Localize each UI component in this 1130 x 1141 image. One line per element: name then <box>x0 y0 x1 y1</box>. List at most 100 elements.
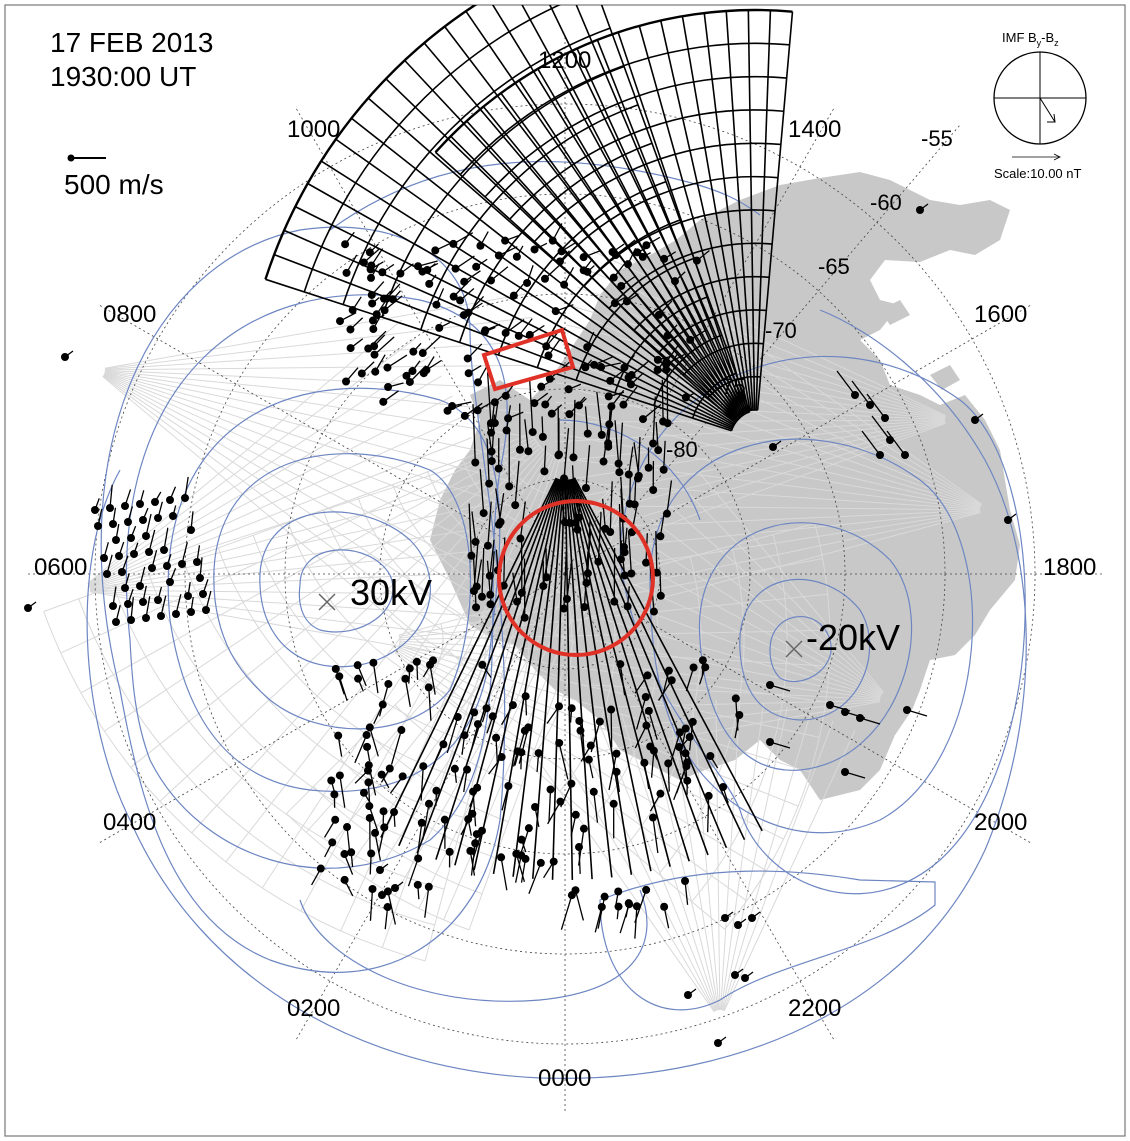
velocity-vector <box>659 440 668 474</box>
velocity-vector <box>494 493 505 529</box>
velocity-vector <box>202 590 212 614</box>
velocity-vector <box>409 342 422 356</box>
gray-fan-beam <box>584 268 946 417</box>
gray-fan-beam <box>104 369 535 390</box>
gray-fan-range-arc <box>427 471 531 567</box>
velocity-vector <box>657 676 676 701</box>
velocity-vector <box>178 542 188 568</box>
velocity-vector <box>416 818 426 860</box>
velocity-vector <box>469 787 478 827</box>
gray-fan-beam <box>103 375 462 615</box>
velocity-vector <box>440 815 449 849</box>
velocity-vector <box>662 666 673 696</box>
velocity-vector <box>154 501 163 522</box>
velocity-vector <box>769 440 782 451</box>
fan-range-arc <box>608 242 773 309</box>
imf-title: IMF By-Bz <box>1002 30 1059 48</box>
velocity-vector <box>528 858 545 894</box>
velocity-vector <box>649 746 658 778</box>
velocity-vector <box>530 392 549 408</box>
velocity-vector <box>408 360 421 376</box>
gray-fan-range-arc <box>287 522 493 711</box>
velocity-vector <box>614 420 623 468</box>
velocity-vector <box>407 854 423 887</box>
velocity-vector <box>127 596 135 624</box>
velocity-vector <box>903 706 928 717</box>
velocity-vector <box>540 445 549 476</box>
gray-fan-beam <box>667 704 719 1011</box>
gray-fan-beam <box>664 501 883 694</box>
velocity-vector <box>606 481 615 536</box>
velocity-vector <box>531 803 540 827</box>
velocity-vector <box>479 469 488 518</box>
velocity-scale-label: 500 m/s <box>64 169 164 200</box>
fan-range-arc <box>459 42 790 176</box>
velocity-vector <box>590 717 604 753</box>
velocity-vector <box>654 300 673 319</box>
velocity-vector <box>748 911 761 922</box>
velocity-vector <box>501 234 520 245</box>
fan-range-arc <box>558 175 779 265</box>
velocity-vector <box>369 658 379 694</box>
potential-contour <box>298 549 394 633</box>
gray-fan-beam <box>626 556 882 696</box>
velocity-vector <box>353 661 367 687</box>
velocity-vector <box>423 263 436 274</box>
velocity-vector <box>537 377 556 391</box>
gray-fan-range-arc <box>148 573 455 854</box>
lat-label-65: -65 <box>818 254 850 279</box>
velocity-vector <box>610 547 619 606</box>
imf-scale-label: Scale:10.00 nT <box>994 166 1082 181</box>
velocity-vector <box>620 540 629 580</box>
velocity-vector <box>367 281 385 299</box>
velocity-vector <box>463 343 483 363</box>
velocity-vector <box>448 401 472 411</box>
velocity-vector <box>623 586 632 611</box>
gray-fan-range-arc <box>367 731 509 823</box>
gray-fan-beam <box>104 340 535 370</box>
mlt-label-2200: 2200 <box>788 995 841 1022</box>
velocity-vector <box>525 324 545 339</box>
fan-beam <box>435 478 560 860</box>
velocity-vector <box>446 713 462 754</box>
gray-fan-beam <box>720 700 741 1011</box>
velocity-vector <box>620 354 635 372</box>
velocity-vector <box>424 683 433 721</box>
velocity-vector <box>486 712 497 734</box>
velocity-vector <box>121 489 132 510</box>
gray-fan-range-arc <box>286 813 470 931</box>
velocity-vector <box>451 255 475 273</box>
velocity-vector <box>472 826 486 860</box>
lat-label-70: -70 <box>765 318 797 343</box>
velocity-vector <box>483 501 492 550</box>
velocity-vector <box>841 768 866 779</box>
velocity-vector <box>160 527 169 554</box>
mlt-label-0600: 0600 <box>34 554 87 581</box>
gray-fan-beam <box>103 374 474 595</box>
velocity-vector <box>517 540 526 597</box>
velocity-vector <box>478 660 492 678</box>
velocity-vector <box>514 318 533 340</box>
velocity-vector <box>492 733 501 764</box>
potential-contour <box>649 438 973 834</box>
velocity-vector <box>157 595 167 620</box>
velocity-vector <box>555 250 570 266</box>
gray-fan-range-arc <box>78 598 435 926</box>
velocity-vector <box>368 314 385 325</box>
velocity-vector <box>497 853 508 891</box>
velocity-vector <box>166 486 177 504</box>
lat-label-75: -75 <box>714 374 746 399</box>
velocity-vector <box>624 446 634 479</box>
velocity-vector <box>514 726 529 766</box>
velocity-vector <box>634 721 651 749</box>
fan-beam <box>571 478 709 856</box>
gray-fan-range-arc <box>462 458 541 531</box>
velocity-vector <box>494 438 503 473</box>
velocity-vector <box>378 263 395 277</box>
velocity-vector <box>425 274 437 288</box>
velocity-vector <box>471 720 482 747</box>
velocity-vector <box>654 421 663 455</box>
velocity-vector <box>311 864 325 886</box>
velocity-vector <box>184 581 192 600</box>
